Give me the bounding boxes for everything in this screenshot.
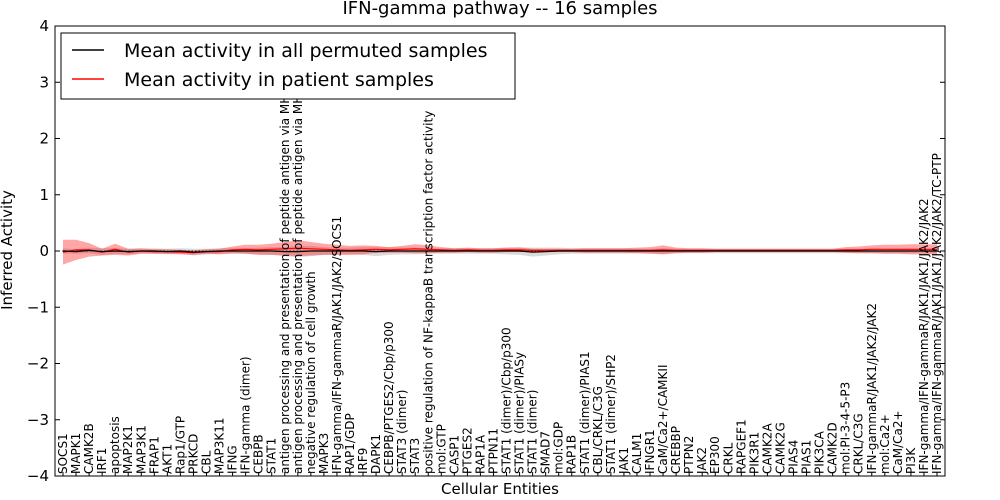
x-category-label: CREBBP: [669, 426, 683, 474]
x-category-label: antigen processing and presentation of p…: [291, 42, 305, 474]
x-category-label: CRKL: [721, 442, 735, 474]
x-category-label: STAT3 (dimer): [395, 390, 409, 474]
x-category-label: positive regulation of NF-kappaB transcr…: [421, 111, 435, 474]
series-0-line: [62, 249, 937, 253]
y-tick-label: 3: [39, 73, 49, 91]
x-category-label: IFN-gammaR/JAK1/JAK2/JAK2: [865, 303, 879, 474]
x-category-label: PIAS4: [787, 440, 801, 474]
x-category-label: RAP1A: [473, 434, 487, 474]
x-category-label: CBL/CRKL/C3G: [591, 386, 605, 474]
x-category-label: PTGES2: [460, 427, 474, 474]
x-category-label: negative regulation of cell growth: [304, 271, 318, 474]
x-category-label: MAPK3: [317, 433, 331, 474]
x-category-label: CRKL/C3G: [852, 413, 866, 474]
x-category-label: PIAS1: [800, 440, 814, 474]
x-axis-label: Cellular Entities: [441, 480, 559, 498]
y-axis-label: Inferred Activity: [0, 190, 16, 310]
x-category-label: PTPN11: [487, 428, 501, 474]
x-category-label: CAMK2G: [774, 422, 788, 474]
x-category-label: CEBPB: [252, 434, 266, 474]
x-category-label: CAMK2A: [760, 423, 774, 474]
x-category-label: mol:GTP: [434, 424, 448, 474]
x-category-label: STAT1 (dimer): [526, 390, 540, 474]
x-category-label: STAT1: [265, 438, 279, 474]
x-category-label: IFNGR1: [643, 429, 657, 474]
x-category-label: PIK3CA: [813, 430, 827, 474]
x-category-label: AKT1: [160, 444, 174, 474]
x-category-label: CaM/Ca2+: [891, 410, 905, 474]
x-category-label: MAP3K1: [134, 425, 148, 474]
x-category-label: CEBPB/PTGES2/Cbp/p300: [382, 321, 396, 474]
legend-entry: Mean activity in all permuted samples: [124, 40, 487, 62]
legend: Mean activity in all permuted samples Mea…: [60, 32, 516, 100]
x-category-label: DAPK1: [369, 434, 383, 474]
y-tick-label: 0: [39, 242, 49, 260]
x-category-label: RAP1/GDP: [343, 413, 357, 474]
y-tick-label: 1: [39, 186, 49, 204]
x-category-label: mol:PI-3-4-5-P3: [839, 382, 853, 474]
x-category-label: IFN-gamma (dimer): [239, 356, 253, 474]
x-category-label: EP300: [708, 436, 722, 474]
x-category-label: MAP2K1: [121, 425, 135, 474]
x-category-label: Rap1/GTP: [173, 416, 187, 474]
x-category-label: CBL: [200, 450, 214, 474]
x-category-labels: SOCS1 MAPK1 CAMK2B IRF1 apoptosis MAP2K1 MAP3K…: [56, 42, 944, 476]
y-axis-ticks: −4 −3 −2 −1 0 1 2 3 4: [27, 17, 945, 485]
series-lines: [62, 247, 937, 254]
plot-frame: [54, 25, 946, 477]
x-category-label: IFN-gamma/IFN-gammaR/JAK1/JAK1/JAK2/JAK2…: [930, 153, 944, 474]
x-category-label: mol:GDP: [552, 422, 566, 474]
x-category-label: STAT1 (dimer)/PIAS1: [578, 351, 592, 474]
x-category-label: IRF9: [356, 448, 370, 474]
x-category-label: FRAP1: [147, 436, 161, 474]
y-tick-label: −2: [27, 355, 49, 373]
x-category-label: SOCS1: [56, 433, 70, 474]
x-category-label: STAT1 (dimer)/SHP2: [604, 354, 618, 474]
y-tick-label: −1: [27, 298, 49, 316]
x-category-label: STAT1 (dimer)/PIASy: [513, 352, 527, 474]
x-category-label: mol:Ca2+: [878, 414, 892, 474]
x-category-label: RAP1B: [565, 435, 579, 474]
x-category-label: IFN-gamma/IFN-gammaR/JAK1/JAK1/JAK2/JAK2: [917, 198, 931, 474]
x-category-label: JAK2: [695, 447, 709, 475]
x-category-label: JAK1: [617, 447, 631, 475]
chart-title: IFN-gamma pathway -- 16 samples: [342, 0, 657, 19]
x-category-label: CaM/Ca2+/CAMKII: [656, 365, 670, 474]
y-tick-label: −3: [27, 411, 49, 429]
x-category-label: CASP1: [447, 435, 461, 474]
x-category-label: IFNG: [226, 445, 240, 474]
x-category-label: SMAD7: [539, 431, 553, 474]
x-category-label: CAMK2D: [826, 422, 840, 474]
x-category-label: PTPN2: [682, 436, 696, 474]
x-category-label: IFN-gamma/IFN-gammaR/JAK1/JAK2/SOCS1: [330, 216, 344, 474]
series-1-band: [63, 239, 937, 265]
x-category-label: apoptosis: [108, 416, 122, 474]
x-category-label: PRKCD: [186, 434, 200, 474]
x-category-label: MAPK1: [69, 433, 83, 474]
x-category-label: PI3K: [904, 447, 918, 474]
legend-box: [60, 32, 516, 100]
x-category-label: STAT3: [408, 438, 422, 474]
x-category-label: PIK3R1: [747, 432, 761, 474]
y-tick-label: −4: [27, 467, 49, 485]
x-category-label: MAP3K11: [213, 417, 227, 474]
x-category-label: RAPGEF1: [734, 419, 748, 474]
x-category-label: STAT1 (dimer)/Cbp/p300: [500, 327, 514, 474]
y-tick-label: 4: [39, 17, 49, 35]
legend-entry: Mean activity in patient samples: [124, 69, 434, 91]
y-tick-label: 2: [39, 130, 49, 148]
x-category-label: CALM1: [630, 433, 644, 474]
x-category-label: antigen processing and presentation of p…: [278, 45, 292, 474]
x-category-label: IRF1: [95, 448, 109, 474]
x-category-label: CAMK2B: [82, 423, 96, 474]
